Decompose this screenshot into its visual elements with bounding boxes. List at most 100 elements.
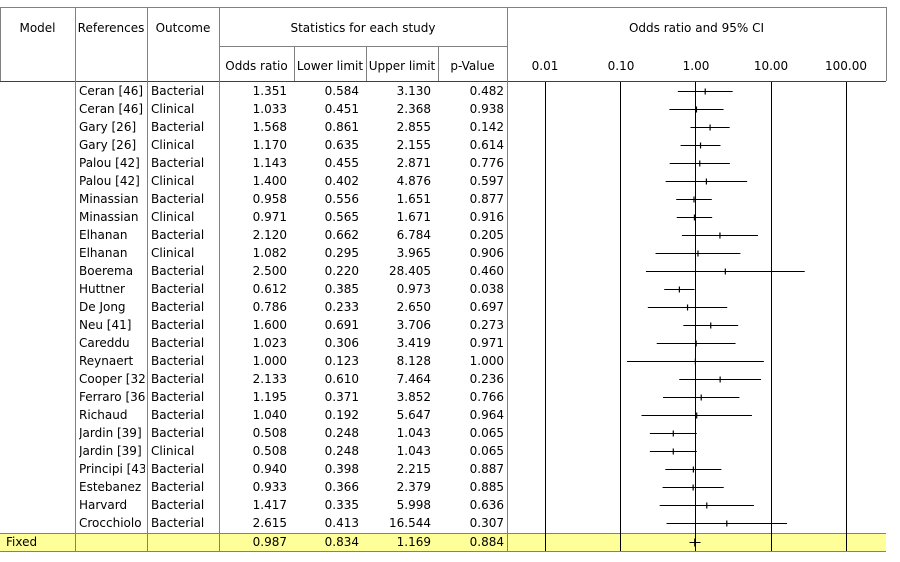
study-reference: Ferraro [36] (79, 390, 145, 404)
study-reference: Careddu (79, 336, 130, 350)
study-lower-limit: 0.335 (324, 498, 359, 512)
summary-model: Fixed (6, 535, 38, 549)
study-odds-ratio: 2.120 (252, 228, 287, 242)
study-reference: Gary [26] (79, 120, 137, 134)
study-outcome: Bacterial (151, 282, 205, 296)
study-lower-limit: 0.691 (324, 318, 359, 332)
study-odds-ratio: 1.040 (252, 408, 287, 422)
study-reference: Richaud (79, 408, 128, 422)
study-reference: Gary [26] (79, 138, 137, 152)
study-upper-limit: 3.130 (396, 84, 431, 98)
study-lower-limit: 0.306 (324, 336, 359, 350)
forest-study-marker (683, 322, 739, 329)
study-odds-ratio: 1.170 (252, 138, 287, 152)
forest-study-marker (656, 340, 736, 347)
study-upper-limit: 2.155 (396, 138, 431, 152)
study-lower-limit: 0.635 (324, 138, 359, 152)
study-outcome: Bacterial (151, 516, 205, 530)
study-odds-ratio: 0.958 (252, 192, 287, 206)
study-upper-limit: 5.998 (396, 498, 431, 512)
forest-study-marker (666, 520, 788, 527)
study-outcome: Clinical (151, 102, 195, 116)
forest-study-marker (645, 268, 805, 275)
study-p-value: 0.597 (469, 174, 504, 188)
study-reference: Elhanan (79, 228, 128, 242)
study-reference: Cooper [32] (79, 372, 145, 386)
study-reference: Crocchiolo (79, 516, 142, 530)
forest-study-marker (676, 214, 713, 221)
study-outcome: Bacterial (151, 480, 205, 494)
study-outcome: Bacterial (151, 120, 205, 134)
study-lower-limit: 0.565 (324, 210, 359, 224)
forest-summary-marker (689, 538, 701, 547)
study-lower-limit: 0.371 (324, 390, 359, 404)
study-upper-limit: 3.852 (396, 390, 431, 404)
study-p-value: 0.636 (469, 498, 504, 512)
forest-study-marker (655, 250, 741, 257)
forest-study-marker (677, 88, 733, 95)
study-odds-ratio: 1.351 (252, 84, 287, 98)
study-odds-ratio: 1.033 (252, 102, 287, 116)
forest-study-marker (665, 466, 722, 473)
study-reference: Boerema (79, 264, 134, 278)
study-upper-limit: 3.419 (396, 336, 431, 350)
study-outcome: Clinical (151, 444, 195, 458)
study-p-value: 0.307 (469, 516, 504, 530)
study-reference: Principi [43] (79, 462, 145, 476)
study-p-value: 0.887 (469, 462, 504, 476)
study-p-value: 1.000 (469, 354, 504, 368)
study-lower-limit: 0.413 (324, 516, 359, 530)
study-upper-limit: 1.043 (396, 444, 431, 458)
study-lower-limit: 0.451 (324, 102, 359, 116)
header-forest-group: Odds ratio and 95% CI (628, 21, 765, 35)
study-reference: Elhanan (79, 246, 128, 260)
study-upper-limit: 2.379 (396, 480, 431, 494)
study-outcome: Bacterial (151, 462, 205, 476)
forest-study-marker (641, 412, 752, 419)
study-odds-ratio: 2.133 (252, 372, 287, 386)
study-lower-limit: 0.192 (324, 408, 359, 422)
study-lower-limit: 0.455 (324, 156, 359, 170)
study-p-value: 0.065 (469, 444, 504, 458)
study-upper-limit: 2.650 (396, 300, 431, 314)
study-odds-ratio: 1.023 (252, 336, 287, 350)
study-upper-limit: 2.855 (396, 120, 431, 134)
forest-study-marker (679, 376, 762, 383)
header-model: Model (19, 21, 56, 35)
study-outcome: Bacterial (151, 498, 205, 512)
study-p-value: 0.482 (469, 84, 504, 98)
summary-p-value: 0.884 (469, 535, 504, 549)
study-p-value: 0.964 (469, 408, 504, 422)
study-lower-limit: 0.385 (324, 282, 359, 296)
forest-study-marker (647, 304, 728, 311)
header-lower-limit: Lower limit (296, 59, 364, 73)
study-odds-ratio: 1.000 (252, 354, 287, 368)
study-upper-limit: 1.651 (396, 192, 431, 206)
study-upper-limit: 2.368 (396, 102, 431, 116)
study-p-value: 0.776 (469, 156, 504, 170)
study-odds-ratio: 1.600 (252, 318, 287, 332)
study-lower-limit: 0.248 (324, 444, 359, 458)
study-p-value: 0.885 (469, 480, 504, 494)
study-reference: Estebanez (79, 480, 142, 494)
study-outcome: Clinical (151, 174, 195, 188)
study-lower-limit: 0.295 (324, 246, 359, 260)
study-outcome: Bacterial (151, 354, 205, 368)
study-odds-ratio: 0.786 (252, 300, 287, 314)
study-p-value: 0.065 (469, 426, 504, 440)
forest-study-marker (663, 394, 740, 401)
study-odds-ratio: 2.615 (252, 516, 287, 530)
summary-lower-limit: 0.834 (324, 535, 359, 549)
study-upper-limit: 2.871 (396, 156, 431, 170)
study-reference: Jardin [39] (79, 426, 142, 440)
study-outcome: Bacterial (151, 264, 205, 278)
study-lower-limit: 0.584 (324, 84, 359, 98)
study-p-value: 0.273 (469, 318, 504, 332)
study-outcome: Clinical (151, 246, 195, 260)
study-lower-limit: 0.248 (324, 426, 359, 440)
summary-odds-ratio: 0.987 (252, 535, 287, 549)
header-odds-ratio: Odds ratio (225, 59, 288, 73)
header-outcome: Outcome (155, 21, 211, 35)
study-p-value: 0.038 (469, 282, 504, 296)
